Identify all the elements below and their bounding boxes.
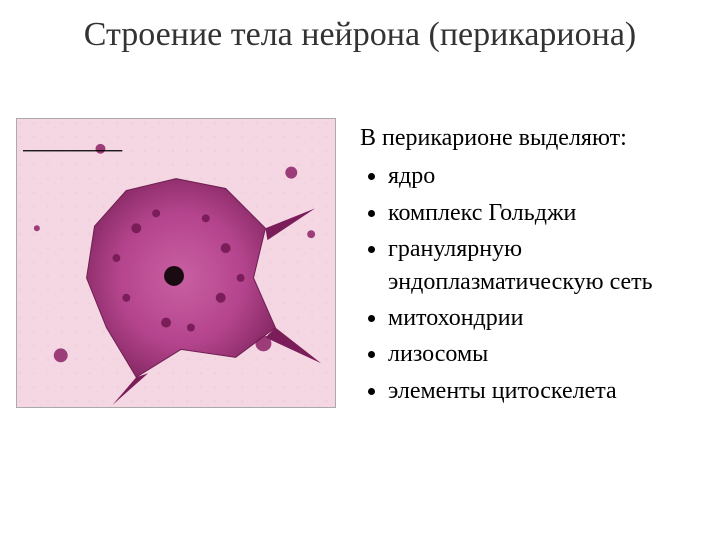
list-item: комплекс Гольджи (388, 197, 710, 229)
neuron-micrograph (16, 118, 336, 408)
list-item: ядро (388, 160, 710, 192)
list-item: митохондрии (388, 302, 710, 334)
page-title: Строение тела нейрона (перикариона) (0, 16, 720, 54)
intro-text: В перикарионе выделяют: (360, 122, 710, 154)
bullet-list: ядро комплекс Гольджи гранулярную эндопл… (360, 160, 710, 407)
list-item: элементы цитоскелета (388, 375, 710, 407)
slide: Строение тела нейрона (перикариона) (0, 0, 720, 540)
list-item: гранулярную эндоплазматическую сеть (388, 233, 710, 298)
list-item: лизосомы (388, 338, 710, 370)
text-block: В перикарионе выделяют: ядро комплекс Го… (360, 122, 710, 411)
